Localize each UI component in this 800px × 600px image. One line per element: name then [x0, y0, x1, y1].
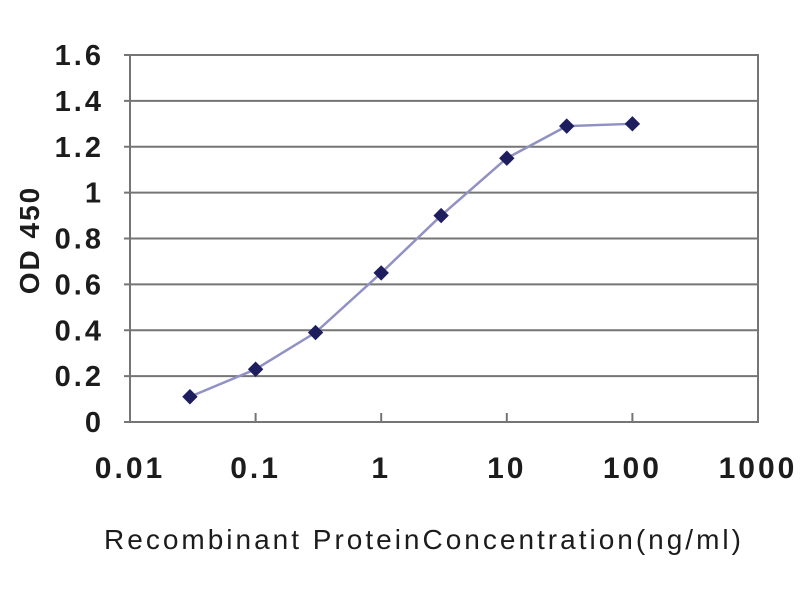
y-tick-label: 0.2	[55, 361, 104, 393]
data-point-marker	[433, 207, 449, 224]
x-tick-label: 100	[603, 452, 662, 485]
y-tick-label: 0.8	[55, 224, 104, 256]
x-tick-label: 0.01	[95, 452, 165, 485]
y-tick-label: 1.4	[55, 86, 104, 118]
y-tick-label: 0.4	[55, 315, 104, 347]
y-axis-title: OD 450	[14, 185, 45, 295]
x-axis-title: Recombinant ProteinConcentration(ng/ml)	[104, 524, 744, 555]
y-tick-label: 1.6	[55, 40, 104, 72]
data-point-marker	[373, 265, 389, 281]
data-point-marker	[247, 361, 264, 377]
series-line	[189, 122, 633, 398]
x-tick-label: 0.1	[230, 452, 281, 485]
x-tick-label: 1000	[719, 452, 798, 485]
y-tick-label: 0	[85, 407, 104, 439]
x-tick-label: 1	[371, 452, 391, 485]
data-point-marker	[559, 118, 575, 134]
y-tick-label: 1.2	[55, 132, 104, 164]
x-tick-label: 10	[487, 452, 526, 485]
y-tick-label: 1	[85, 178, 104, 210]
data-point-marker	[182, 389, 198, 405]
data-point-marker	[624, 116, 641, 132]
data-point-marker	[499, 150, 515, 166]
y-tick-label: 0.6	[55, 269, 104, 301]
data-point-marker	[307, 324, 324, 341]
